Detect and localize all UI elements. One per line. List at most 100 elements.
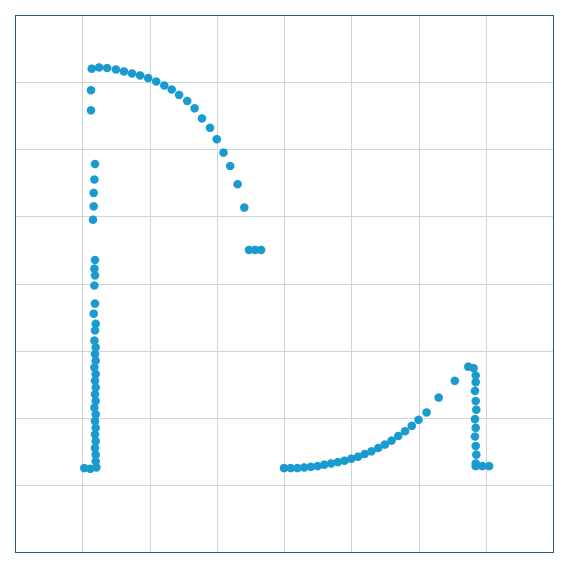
scatter-point — [244, 245, 254, 255]
scatter-point — [89, 188, 98, 198]
scatter-point — [225, 161, 235, 171]
scatter-point — [94, 63, 104, 72]
scatter-point — [470, 432, 480, 441]
scatter-point — [90, 159, 100, 169]
scatter-point — [91, 383, 100, 392]
scatter-point — [387, 436, 396, 445]
scatter-point — [90, 443, 100, 453]
scatter-point — [135, 71, 145, 80]
scatter-point — [90, 430, 100, 439]
scatter-point — [313, 461, 322, 471]
scatter-point — [333, 457, 343, 467]
scatter-point — [87, 64, 96, 73]
scatter-point — [470, 386, 480, 396]
scatter-point — [293, 463, 302, 473]
scatter-point — [90, 416, 100, 426]
scatter-point — [219, 148, 228, 157]
scatter-point — [86, 85, 96, 95]
scatter-point — [212, 134, 222, 144]
scatter-point — [90, 175, 99, 184]
scatter-point — [89, 202, 98, 211]
scatter-point — [469, 363, 478, 373]
scatter-point — [90, 271, 100, 280]
scatter-point — [102, 63, 112, 73]
scatter-point — [88, 215, 98, 224]
scatter-point — [380, 440, 390, 449]
scatter-point — [347, 454, 356, 464]
scatter-point — [373, 443, 383, 453]
scatter-point — [167, 85, 176, 94]
scatter-point — [414, 415, 423, 425]
scatter-point — [353, 452, 363, 462]
scatter-point — [143, 73, 153, 83]
scatter-point — [91, 356, 100, 366]
scatter-point — [326, 459, 336, 468]
scatter-point — [91, 457, 100, 466]
scatter-point — [127, 69, 137, 78]
scatter-point — [360, 449, 370, 459]
scatter-point — [472, 405, 481, 415]
scatter-point — [471, 371, 481, 380]
scatter-point — [90, 299, 100, 308]
scatter-point — [91, 369, 100, 379]
scatter-point — [471, 461, 481, 471]
scatter-point — [286, 463, 296, 473]
scatter-point — [91, 343, 100, 352]
scatter-point — [190, 104, 199, 113]
scatter-point — [90, 376, 100, 386]
scatter-point — [471, 377, 481, 387]
scatter-point — [197, 114, 207, 123]
scatter-point — [256, 245, 266, 255]
gridlines — [15, 15, 553, 552]
scatter-point — [320, 460, 329, 470]
scatter-point — [90, 281, 99, 290]
scatter-point — [250, 245, 260, 255]
scatter-point — [160, 81, 169, 90]
scatter-point — [484, 461, 494, 471]
scatter-point — [90, 349, 100, 359]
data-points — [80, 63, 494, 474]
scatter-point — [90, 390, 100, 399]
scatter-point — [434, 393, 444, 402]
scatter-point — [450, 376, 460, 386]
scatter-point — [478, 461, 487, 471]
scatter-point — [470, 414, 480, 424]
scatter-point — [90, 403, 99, 413]
scatter-point — [90, 255, 100, 265]
scatter-point — [119, 67, 129, 76]
scatter-point — [471, 396, 481, 406]
scatter-point — [91, 436, 100, 446]
scatter-point — [90, 363, 99, 372]
scatter-point — [90, 264, 99, 274]
scatter-point — [90, 336, 99, 345]
scatter-point — [471, 423, 481, 433]
scatter-point — [91, 450, 100, 460]
scatter-point — [306, 462, 316, 472]
scatter-point — [233, 179, 242, 189]
scatter-point — [240, 203, 249, 212]
scatter-point — [91, 423, 100, 433]
scatter-point — [91, 396, 100, 406]
scatter-point — [279, 463, 289, 473]
scatter-point — [182, 96, 192, 106]
scatter-point — [394, 431, 403, 441]
scatter-point — [407, 421, 417, 431]
scatter-point — [89, 309, 98, 319]
scatter-point — [400, 426, 410, 436]
scatter-point — [472, 450, 481, 460]
scatter-point — [367, 447, 376, 456]
scatter-point — [91, 319, 100, 329]
plot-frame — [15, 15, 554, 553]
scatter-point — [205, 123, 215, 133]
scatter-point — [86, 106, 96, 115]
scatter-point — [471, 441, 481, 451]
scatter-point — [422, 408, 431, 417]
scatter-point — [340, 456, 349, 466]
scatter-point — [111, 65, 121, 74]
scatter-point — [90, 326, 100, 335]
scatter-point — [299, 463, 309, 472]
scatter-point — [91, 410, 100, 419]
scatter-point — [151, 77, 161, 86]
